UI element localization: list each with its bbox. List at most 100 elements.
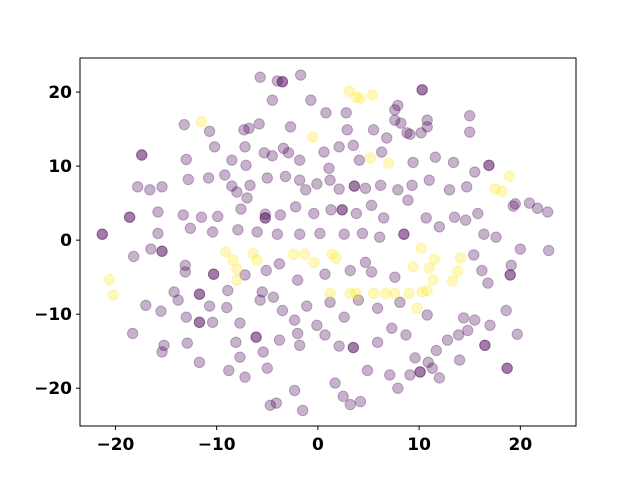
data-point [398, 228, 410, 240]
data-point [426, 362, 438, 374]
data-point [193, 316, 206, 329]
data-point [344, 287, 356, 300]
data-point [123, 211, 136, 223]
data-point [261, 172, 273, 184]
data-point [234, 317, 246, 329]
data-point [461, 324, 474, 337]
data-point [478, 228, 490, 240]
data-point [347, 139, 360, 152]
data-point [180, 153, 192, 166]
data-point [384, 369, 396, 381]
data-point [341, 124, 353, 136]
data-point [195, 115, 208, 128]
y-axis: −20 −10 0 10 20 [34, 83, 80, 399]
data-point [354, 92, 367, 104]
data-point [258, 147, 270, 159]
data-point [479, 339, 491, 351]
data-point [398, 228, 410, 240]
data-point [319, 268, 331, 280]
data-point [541, 206, 554, 218]
data-point [208, 141, 221, 153]
data-point [296, 404, 309, 417]
data-point [407, 261, 419, 273]
data-point [350, 287, 363, 300]
data-point [152, 227, 164, 240]
data-point [293, 154, 306, 166]
axes-frame [79, 57, 577, 427]
data-point [344, 264, 356, 277]
data-point [276, 304, 289, 317]
data-point [193, 288, 206, 300]
data-point [219, 169, 231, 181]
data-point [383, 157, 395, 169]
data-point [333, 141, 345, 153]
data-point [353, 154, 366, 166]
data-point [452, 329, 465, 341]
data-point [348, 180, 361, 192]
data-point [371, 302, 384, 314]
data-point [274, 209, 287, 221]
data-point [250, 331, 262, 343]
data-point [464, 110, 476, 122]
data-point [484, 319, 496, 331]
data-point [490, 231, 502, 243]
data-point [447, 156, 460, 169]
data-point [288, 384, 301, 397]
data-point [336, 204, 348, 216]
data-point [338, 228, 350, 240]
data-point [330, 252, 342, 264]
data-point [293, 228, 306, 240]
data-point [193, 356, 206, 369]
data-point [226, 154, 238, 166]
data-point [472, 207, 484, 220]
data-point [207, 268, 220, 280]
data-point [239, 371, 251, 383]
data-point [365, 199, 378, 212]
data-point [238, 124, 250, 136]
data-point [427, 274, 439, 286]
data-point [311, 178, 323, 190]
data-point [243, 122, 255, 135]
data-point [347, 341, 360, 354]
data-point [227, 254, 239, 266]
data-point [291, 274, 304, 286]
y-tick-label: 10 [48, 157, 72, 177]
data-point [288, 314, 301, 326]
data-point [103, 273, 116, 286]
data-point [271, 228, 284, 240]
data-point [364, 152, 377, 164]
data-point [404, 128, 416, 140]
data-point [266, 94, 279, 106]
data-point [326, 248, 338, 260]
data-point [400, 329, 412, 341]
data-point [223, 364, 235, 377]
data-point [483, 159, 495, 172]
data-point [301, 300, 313, 312]
data-point [406, 179, 418, 192]
data-point [464, 126, 476, 138]
data-point [136, 149, 148, 161]
data-point [202, 172, 215, 184]
data-point [504, 269, 516, 281]
data-point [501, 362, 513, 374]
data-point [336, 204, 348, 216]
data-point [459, 214, 472, 226]
data-point [251, 226, 263, 238]
data-point [259, 212, 271, 224]
data-point [207, 268, 220, 280]
data-point [489, 183, 501, 195]
data-point [361, 364, 374, 377]
data-point [261, 362, 273, 374]
data-point [232, 224, 244, 236]
data-point [415, 242, 427, 254]
data-point [423, 262, 435, 274]
data-point [421, 114, 433, 126]
y-tick-label: 0 [60, 231, 72, 251]
data-point [253, 118, 265, 130]
data-point [422, 356, 434, 369]
data-point [156, 245, 168, 257]
data-point [234, 351, 246, 363]
x-axis: −20 −10 0 10 20 [96, 426, 532, 455]
data-point [333, 340, 345, 352]
data-point [433, 372, 446, 384]
